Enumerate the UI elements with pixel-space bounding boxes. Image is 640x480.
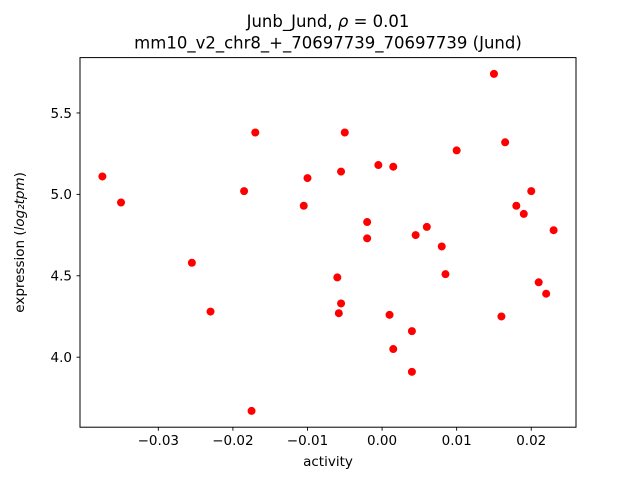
- data-point: [98, 172, 107, 181]
- y-tick-label: 5.0: [51, 187, 72, 203]
- data-point: [337, 167, 346, 176]
- y-tick-label: 4.5: [51, 269, 72, 285]
- data-point: [452, 146, 461, 155]
- data-point: [251, 128, 260, 137]
- chart-subtitle: mm10_v2_chr8_+_70697739_70697739 (Jund): [134, 34, 522, 54]
- x-axis-label: activity: [303, 454, 353, 470]
- x-tick-label: 0.00: [367, 433, 397, 449]
- data-point: [337, 299, 346, 308]
- y-axis-label: expression (log₂tpm): [12, 172, 28, 313]
- data-point: [497, 312, 506, 321]
- data-point: [363, 234, 372, 243]
- data-point: [489, 69, 498, 78]
- data-point: [303, 174, 312, 183]
- chart-title-value: = 0.01: [348, 12, 409, 31]
- x-tick-label: −0.03: [138, 433, 179, 449]
- data-point: [527, 187, 536, 196]
- data-point: [411, 231, 420, 240]
- chart-title: Junb_Jund, ρ = 0.01: [246, 12, 410, 32]
- data-point: [437, 242, 446, 251]
- plot-area: [80, 57, 576, 428]
- x-tick-label: −0.01: [287, 433, 328, 449]
- chart-title-name: Junb_Jund,: [246, 12, 338, 32]
- data-point: [407, 367, 416, 376]
- x-tick-label: 0.02: [516, 433, 546, 449]
- data-point: [333, 273, 342, 282]
- chart-title-rho: ρ: [338, 12, 349, 31]
- data-point: [240, 187, 249, 196]
- data-point: [247, 406, 256, 415]
- axes-spines: [79, 57, 577, 428]
- y-tick-label: 5.5: [51, 106, 72, 122]
- data-points: [98, 69, 558, 415]
- data-point: [519, 209, 528, 218]
- data-point: [501, 138, 510, 147]
- data-point: [374, 161, 383, 170]
- data-point: [389, 345, 398, 354]
- data-point: [512, 201, 521, 210]
- data-point: [334, 309, 343, 318]
- data-point: [441, 270, 450, 279]
- data-point: [542, 289, 551, 298]
- data-point: [117, 198, 126, 207]
- x-tick-label: −0.02: [212, 433, 253, 449]
- axis-ticks: −0.03 −0.02 −0.01 0.00 0.01 0.02 4.0 4.5 5.0 5.5: [51, 106, 547, 449]
- data-point: [363, 218, 372, 227]
- data-point: [206, 307, 215, 316]
- data-point: [389, 162, 398, 171]
- y-axis-label-suffix: ): [12, 172, 28, 177]
- data-point: [187, 258, 196, 267]
- data-point: [407, 327, 416, 336]
- y-tick-label: 4.0: [51, 350, 72, 366]
- data-point: [340, 128, 349, 137]
- data-point: [299, 201, 308, 210]
- x-tick-label: 0.01: [442, 433, 472, 449]
- y-axis-label-math: log₂tpm: [12, 177, 28, 230]
- data-point: [422, 222, 431, 231]
- data-point: [549, 226, 558, 235]
- y-axis-label-prefix: expression (: [12, 230, 28, 312]
- data-point: [534, 278, 543, 287]
- data-point: [385, 310, 394, 319]
